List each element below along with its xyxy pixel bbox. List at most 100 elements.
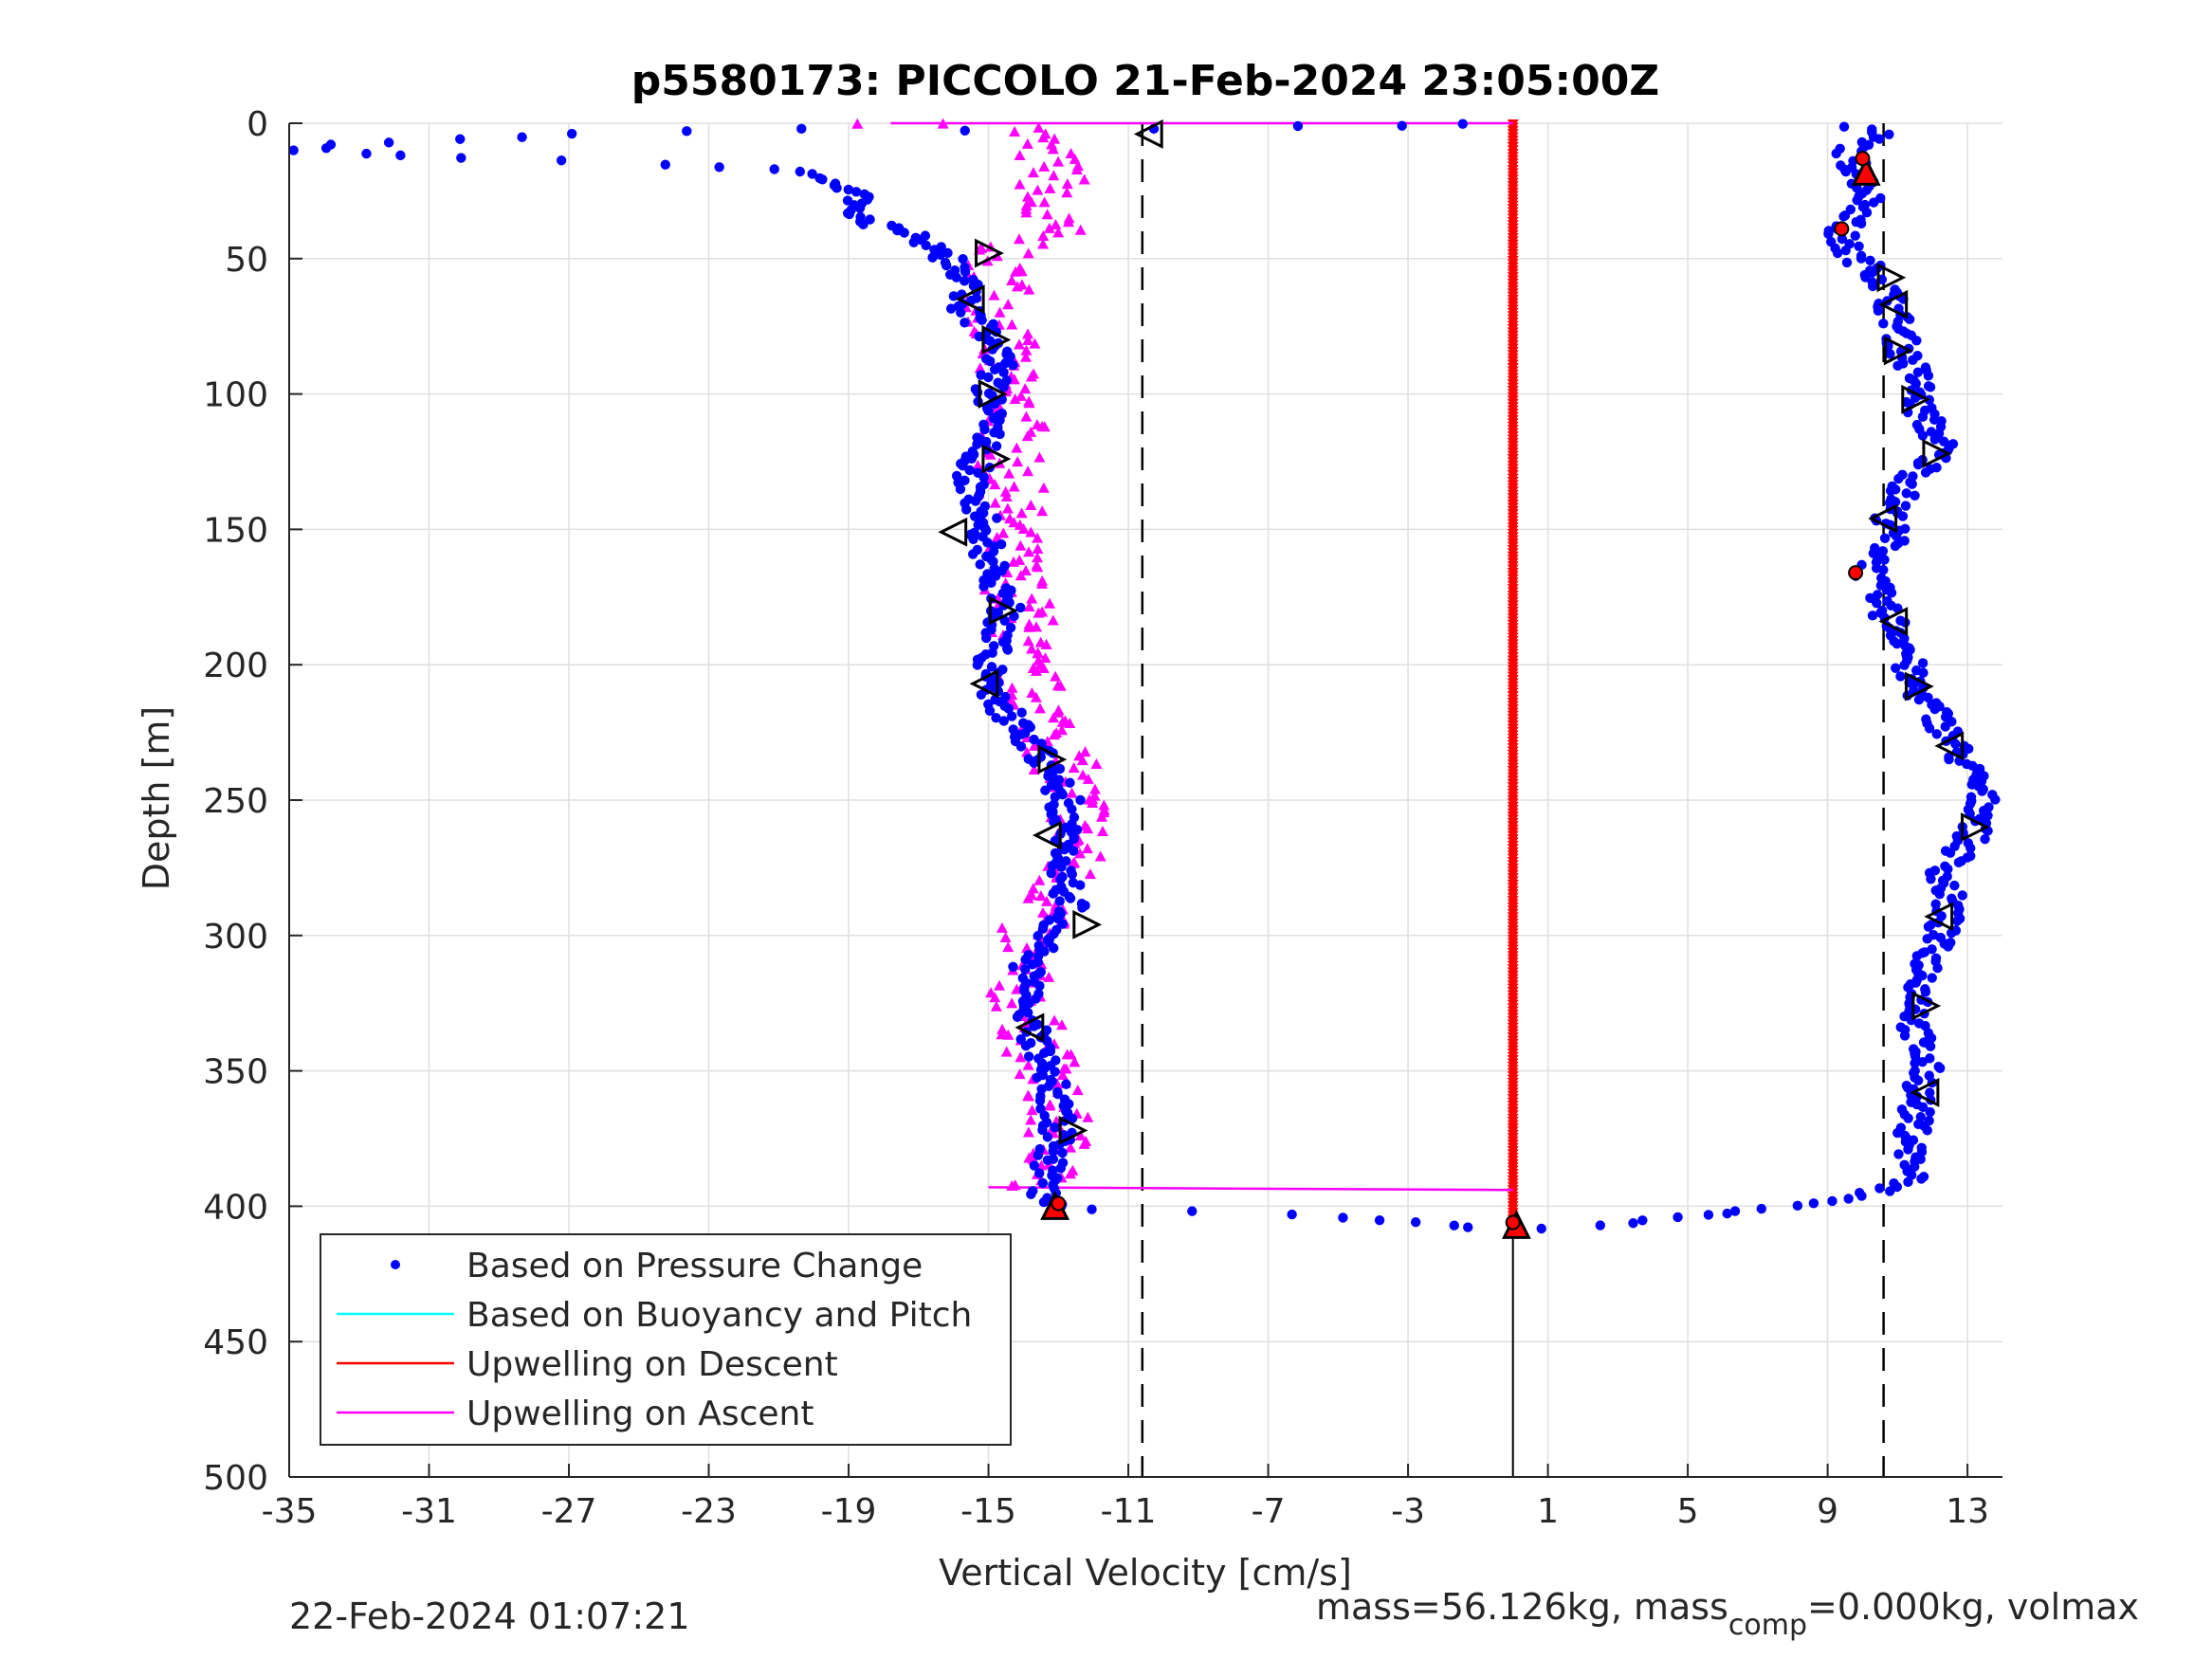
ascent-upwelling-marker: [991, 531, 1003, 542]
pressure-change-point: [1946, 927, 1957, 939]
footer-mass-sub: comp: [1728, 1609, 1807, 1642]
pressure-change-point: [996, 408, 1007, 419]
pressure-change-point: [960, 475, 970, 486]
ascent-upwelling-marker: [1025, 1114, 1037, 1125]
ascent-upwelling-marker: [1011, 281, 1023, 292]
pressure-change-point: [1922, 934, 1932, 944]
pressure-change-point: [1872, 598, 1882, 609]
pressure-change-point: [1922, 1125, 1932, 1136]
ascent-upwelling-marker: [1082, 773, 1094, 784]
pressure-change-point: [1823, 228, 1834, 239]
ascent-upwelling-marker: [937, 118, 949, 129]
pressure-change-point: [1840, 166, 1852, 177]
pressure-change-point: [1449, 1220, 1459, 1231]
pressure-change-point: [999, 560, 1010, 572]
triangle-marker: [938, 517, 968, 547]
pressure-change-point: [1886, 588, 1897, 598]
pressure-change-point: [992, 513, 1002, 523]
pressure-change-point: [1374, 1215, 1385, 1226]
pressure-change-point: [1885, 349, 1895, 359]
pressure-change-point: [1944, 754, 1954, 765]
pressure-change-point: [920, 230, 931, 241]
pressure-change-point: [1901, 488, 1911, 499]
ascent-upwelling-marker: [1014, 178, 1026, 190]
pressure-change-point: [1397, 120, 1407, 131]
tick-labels: -35 -31 -27 -23 -19 -15 -11 -7 -3 1 5 9 130501001502…: [203, 105, 1989, 1531]
triangle-marker: [1922, 439, 1952, 468]
pressure-change-point: [1892, 1181, 1903, 1193]
ascent-upwelling-marker: [1036, 505, 1049, 517]
ascent-upwelling-marker: [1074, 1129, 1087, 1140]
pressure-change-point: [859, 189, 869, 200]
ascent-upwelling-marker: [1032, 532, 1044, 543]
triangle-marker: [978, 379, 1008, 410]
ascent-upwelling-marker: [1033, 702, 1046, 714]
x-tick-label: -31: [401, 1492, 457, 1531]
pressure-change-point: [1637, 1215, 1648, 1226]
pressure-change-point: [983, 699, 994, 710]
ascent-upwelling-connector: [988, 1186, 1513, 1192]
pressure-change-point: [1075, 794, 1086, 806]
ascent-upwelling-marker: [1023, 283, 1035, 295]
pressure-change-point: [1002, 629, 1013, 641]
pressure-change-point: [983, 372, 994, 383]
x-axis-label: Vertical Velocity [cm/s]: [939, 1552, 1352, 1594]
pressure-change-point: [1879, 533, 1891, 543]
ascent-upwelling-marker: [1056, 1068, 1069, 1080]
pressure-change-point: [1057, 871, 1068, 883]
pressure-change-point: [1926, 427, 1937, 437]
ascent-upwelling-marker: [1076, 755, 1088, 766]
ascent-upwelling-marker: [1033, 451, 1046, 463]
pressure-change-point: [963, 494, 974, 504]
ascent-upwelling-marker: [1044, 597, 1056, 609]
pressure-change-point: [1912, 367, 1924, 377]
ascent-upwelling-marker: [1006, 1180, 1018, 1192]
pressure-change-point: [964, 465, 975, 476]
ascent-upwelling-marker: [1051, 1078, 1063, 1089]
triangle-marker: [981, 444, 1012, 474]
pressure-change-point: [1934, 889, 1946, 900]
pressure-change-point: [1023, 754, 1033, 764]
ascent-upwelling-marker: [1041, 895, 1053, 906]
ascent-upwelling-marker: [1019, 564, 1032, 575]
ascent-upwelling-marker: [989, 497, 1001, 508]
pressure-change-point: [1008, 961, 1018, 972]
triangle-marker: [1851, 156, 1881, 186]
pressure-change-point: [1874, 1183, 1885, 1194]
plot-data: [288, 118, 2001, 1239]
pressure-change-point: [1029, 1160, 1040, 1171]
ascent-upwelling-marker: [1030, 691, 1042, 702]
pressure-change-point: [968, 274, 978, 285]
ascent-upwelling-marker: [1006, 275, 1018, 286]
pressure-change-point: [1923, 921, 1934, 932]
pressure-change-point: [983, 388, 995, 399]
ascent-upwelling-marker: [999, 485, 1012, 497]
ascent-upwelling-marker: [1038, 196, 1051, 208]
ascent-upwelling-marker: [1015, 507, 1028, 519]
ascent-upwelling-marker: [1015, 390, 1027, 401]
y-tick-label: 250: [203, 782, 268, 821]
pressure-change-point: [1983, 811, 1993, 821]
ascent-upwelling-marker: [1006, 319, 1018, 330]
pressure-change-point: [975, 559, 985, 570]
ascent-upwelling-marker: [1008, 374, 1020, 385]
pressure-change-point: [1023, 950, 1033, 960]
pressure-change-point: [980, 354, 992, 364]
pressure-change-point: [1703, 1210, 1714, 1220]
pressure-change-point: [1890, 540, 1901, 552]
y-tick-label: 150: [203, 511, 268, 550]
ascent-upwelling-marker: [1025, 500, 1037, 511]
ascent-upwelling-marker: [1033, 121, 1045, 133]
pressure-change-point: [1033, 931, 1043, 941]
pressure-change-point: [960, 125, 970, 137]
pressure-change-point: [967, 447, 978, 457]
pressure-change-point: [1841, 257, 1853, 268]
ascent-upwelling-marker: [1048, 729, 1060, 740]
ascent-upwelling-marker: [1082, 1111, 1094, 1122]
ascent-upwelling-marker: [1022, 328, 1034, 339]
pressure-change-point: [1977, 786, 1987, 796]
pressure-change-point: [1885, 1186, 1895, 1196]
ascent-upwelling-marker: [1077, 769, 1089, 780]
pressure-change-point: [969, 527, 979, 538]
triangle-marker: [988, 595, 1018, 626]
